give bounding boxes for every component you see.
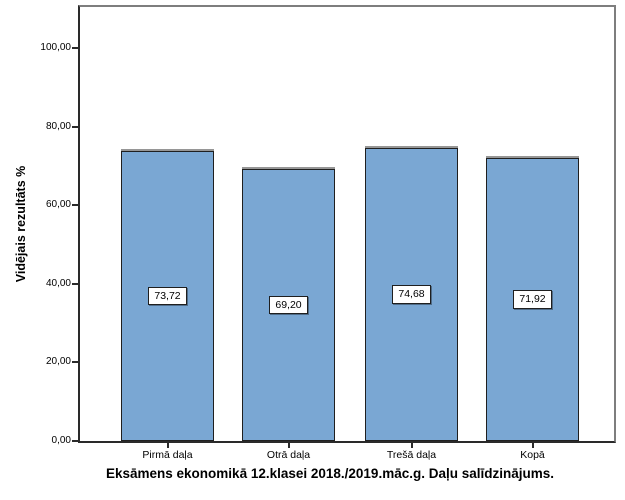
x-tick-mark	[166, 443, 169, 448]
y-tick-mark	[72, 125, 78, 128]
y-tick-mark	[72, 361, 78, 364]
y-axis-title: Vidējais rezultāts %	[14, 165, 28, 283]
x-category-label: Pirmā daļa	[142, 449, 193, 461]
y-tick-label: 20,00	[45, 356, 71, 368]
y-tick-mark	[72, 47, 78, 49]
bar-3: 74,68	[365, 148, 458, 441]
bar-value-label: 69,20	[269, 295, 308, 315]
x-category-label: Kopā	[520, 449, 545, 461]
y-tick-label: 40,00	[45, 277, 71, 289]
y-tick-label: 60,00	[45, 199, 71, 211]
chart-title: Eksāmens ekonomikā 12.klasei 2018./2019.…	[106, 466, 554, 481]
x-tick-mark	[410, 443, 413, 448]
x-category-label: Otrā daļa	[266, 449, 311, 461]
y-tick-label: 0,00	[51, 435, 71, 446]
bar-4: 71,92	[486, 158, 579, 441]
plot-area: 0,00 20,00 40,00 60,00 80,00 100,00 73,72 Pirmā…	[40, 5, 616, 460]
x-tick-mark	[531, 443, 534, 448]
y-tick-mark	[72, 204, 78, 207]
x-category-label: Trešā daļa	[386, 449, 437, 461]
y-tick-label: 80,00	[45, 120, 71, 132]
bar-2: 69,20	[242, 169, 335, 441]
bar-value-label: 74,68	[392, 285, 431, 304]
y-tick-mark	[72, 440, 78, 442]
bar-1: 73,72	[121, 151, 214, 441]
y-tick-mark	[72, 282, 78, 285]
bar-value-label: 73,72	[148, 286, 187, 306]
x-tick-mark	[287, 443, 290, 448]
y-tick-label: 100,00	[40, 42, 71, 53]
bar-value-label: 71,92	[513, 290, 552, 309]
